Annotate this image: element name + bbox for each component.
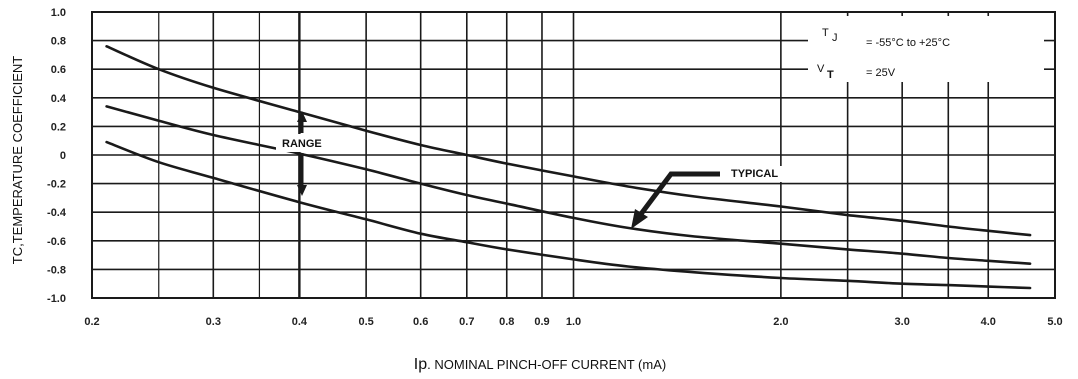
range-arrow-up-head [297, 111, 307, 122]
condition-vt-subscript: T [827, 69, 834, 81]
x-tick-label: 0.3 [206, 316, 221, 328]
condition-vt-value: = 25V [866, 67, 896, 79]
typical-annotation: TYPICAL [631, 166, 805, 229]
x-tick-label: 5.0 [1047, 316, 1062, 328]
y-tick-label: -0.8 [47, 264, 66, 276]
x-tick-label: 0.9 [534, 316, 549, 328]
y-tick-label: 1.0 [51, 7, 66, 19]
y-tick-label: -0.2 [47, 179, 66, 191]
typical-arrow-shaft [639, 171, 720, 216]
curve-upper [105, 45, 1032, 237]
range-label-bg [276, 134, 348, 152]
y-tick-label: 0.2 [51, 121, 66, 133]
y-tick-label: -0.4 [47, 207, 67, 219]
y-tick-label: 0.4 [51, 93, 67, 105]
condition-tj-subscript: J [832, 32, 838, 44]
range-annotation: RANGE [276, 111, 348, 196]
x-tick-label: 1.0 [566, 316, 581, 328]
x-tick-label: 3.0 [895, 316, 910, 328]
x-tick-label: 2.0 [773, 316, 788, 328]
x-tick-label: 0.6 [413, 316, 428, 328]
range-arrow-down-head [297, 185, 307, 196]
conditions-bg [808, 16, 1044, 82]
range-label: RANGE [282, 138, 322, 150]
y-tick-label: 0.8 [51, 36, 66, 48]
y-tick-label: 0 [60, 150, 66, 162]
x-tick-label: 0.4 [292, 316, 308, 328]
condition-tj-symbol: T [822, 27, 829, 39]
x-tick-label: 0.7 [459, 316, 474, 328]
typical-label: TYPICAL [731, 168, 778, 180]
x-tick-label: 0.8 [499, 316, 514, 328]
grid [91, 11, 1056, 299]
x-axis-title: Ip. NOMINAL PINCH-OFF CURRENT (mA) [414, 356, 666, 373]
x-tick-label: 0.5 [358, 316, 373, 328]
typical-arrow-head [631, 209, 648, 229]
condition-tj-value: = -55°C to +25°C [866, 37, 950, 49]
curve-typical [105, 105, 1032, 265]
curves [105, 45, 1032, 290]
curve-lower [105, 140, 1032, 290]
x-tick-label: 4.0 [981, 316, 996, 328]
x-tick-label: 0.2 [84, 316, 99, 328]
condition-vt-symbol: V [817, 63, 825, 75]
y-axis-title: TC,TEMPERATURE COEFFICIENT [10, 56, 25, 265]
conditions-box: T J = -55°C to +25°C V T = 25V [808, 16, 1044, 82]
y-tick-label: -0.6 [47, 236, 66, 248]
tick-labels: 1.0 0.8 0.6 0.4 0.2 0 -0.2 -0.4 -0.6 -0.8 -1.0 0.2 0… [47, 7, 1063, 328]
y-tick-label: -1.0 [47, 293, 66, 305]
typical-label-bg [725, 166, 805, 182]
y-tick-label: 0.6 [51, 64, 66, 76]
